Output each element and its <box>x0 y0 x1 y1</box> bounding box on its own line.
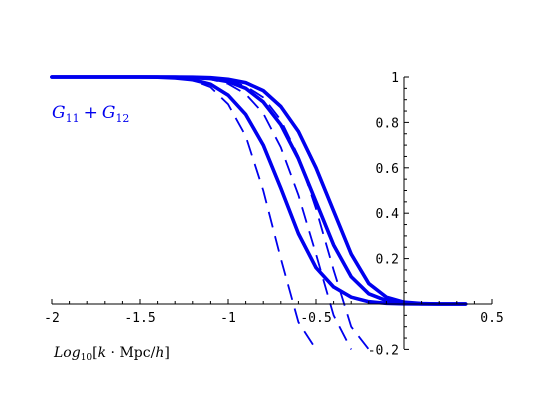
caption-log-base: 10 <box>81 353 93 363</box>
annotation-symbol-1: G <box>52 103 66 123</box>
x-tick-label: 0.5 <box>480 311 503 326</box>
y-tick-label: 0.4 <box>376 207 400 222</box>
x-tick-label: -2 <box>44 311 60 326</box>
x-axis-caption: Log10[k · Mpc/h] <box>53 345 170 363</box>
caption-units: · Mpc/ <box>106 345 155 361</box>
x-tick-label: -1.5 <box>124 311 155 326</box>
annotation-subscript-1: 11 <box>66 112 80 125</box>
series-dashed-line-6 <box>52 76 370 350</box>
x-tick-label: -0.5 <box>300 311 331 326</box>
y-tick-label: 1 <box>391 71 399 86</box>
y-tick-label: 0.2 <box>376 253 399 268</box>
series-dashed-line-4 <box>52 76 317 350</box>
series-annotation: G11 + G12 <box>52 103 129 125</box>
y-tick-label: 0.6 <box>376 162 399 177</box>
annotation-symbol-2: G <box>102 103 116 123</box>
caption-log: Log <box>53 345 81 361</box>
x-tick-label: -1 <box>220 311 236 326</box>
caption-k: k <box>98 345 106 361</box>
annotation-operator: + <box>84 103 98 123</box>
ticks-layer: -2 -1.5 -1 -0.5 0.5 -0.2 0.2 0.4 0.6 0.8 1 <box>44 71 504 358</box>
y-tick-label: 0.8 <box>376 116 399 131</box>
caption-h: h <box>155 345 164 361</box>
annotation-subscript-2: 12 <box>115 112 129 125</box>
series-solid-line-3 <box>50 75 468 306</box>
caption-bracket-close: ] <box>164 345 169 361</box>
y-tick-label: -0.2 <box>368 343 399 358</box>
caption-bracket-open: [ <box>92 345 97 361</box>
